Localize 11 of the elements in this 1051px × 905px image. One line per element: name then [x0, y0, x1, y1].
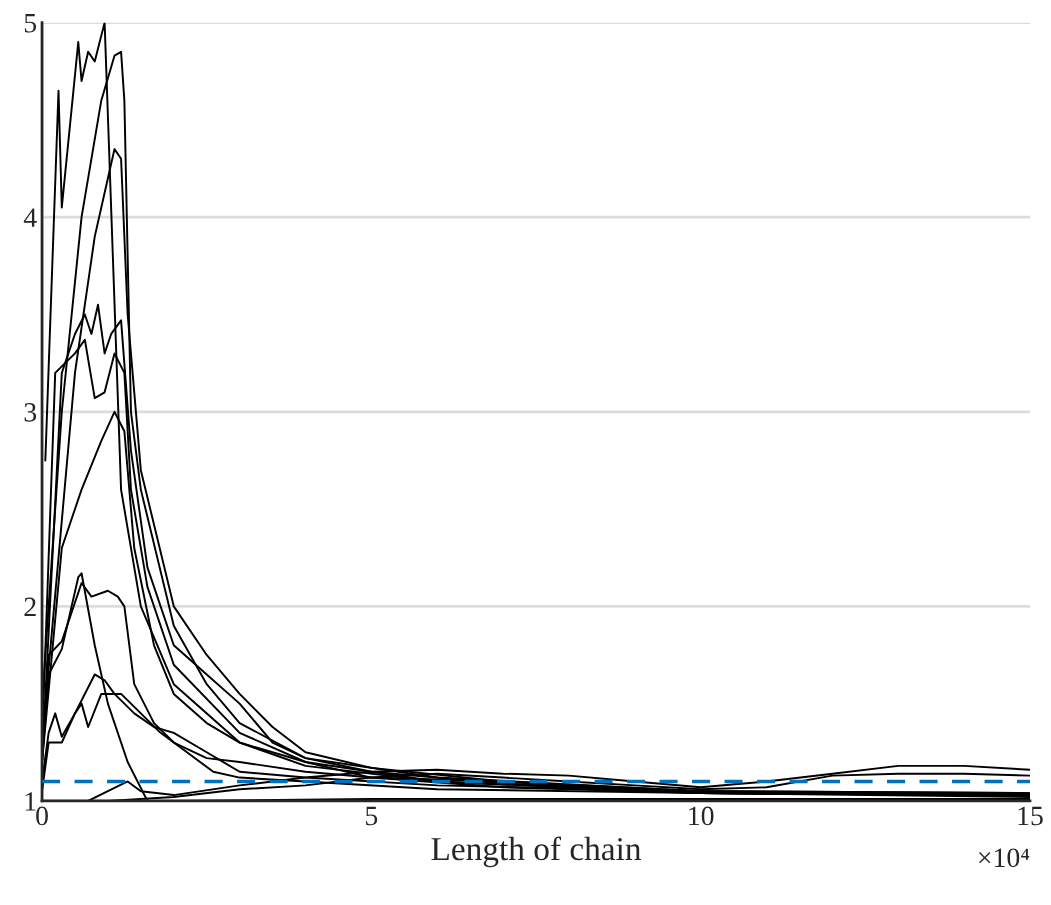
y-tick-label: 3	[24, 403, 37, 422]
y-tick-label: 4	[23, 208, 37, 227]
y-tick-label: 2	[24, 597, 36, 616]
x-tick-label: 5	[366, 806, 378, 826]
x-tick-label: 0	[36, 806, 48, 826]
text: ×10⁴	[979, 848, 1030, 868]
x-tick-label: 15	[1018, 806, 1043, 826]
y-tick-label: 5	[24, 14, 37, 33]
x-axis-title: Length of chain	[431, 836, 642, 868]
y-tick-label: 1	[25, 792, 36, 811]
x-tick-label: 10	[689, 806, 714, 826]
